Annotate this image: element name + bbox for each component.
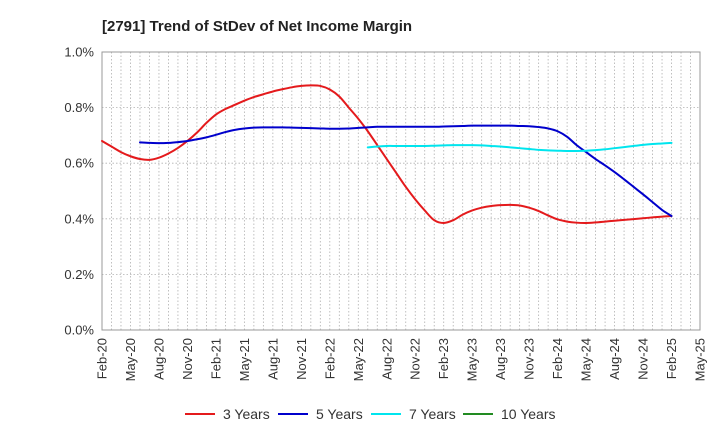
x-tick-label: May-24 <box>579 338 594 381</box>
x-tick-label: Aug-20 <box>151 338 166 380</box>
plot-frame <box>101 51 701 331</box>
y-tick-label: 0.8% <box>64 100 94 115</box>
x-tick-label: Nov-24 <box>636 338 651 380</box>
x-tick-label: Nov-23 <box>522 338 537 380</box>
y-tick-label: 0.6% <box>64 156 94 171</box>
legend-label-7-years: 7 Years <box>409 406 456 422</box>
series-line-3-years <box>101 84 673 224</box>
x-tick-label: Feb-22 <box>322 338 337 379</box>
y-tick-label: 1.0% <box>64 45 94 60</box>
legend: 3 Years 5 Years 7 Years 10 Years <box>185 406 556 422</box>
x-tick-label: Feb-20 <box>95 338 110 379</box>
x-tick-label: Aug-21 <box>265 338 280 380</box>
y-tick-label: 0.4% <box>64 211 94 226</box>
x-tick-label: Nov-20 <box>180 338 195 380</box>
x-tick-label: Nov-22 <box>408 338 423 380</box>
x-tick-label: May-20 <box>123 338 138 381</box>
grid-layer <box>101 51 701 331</box>
x-tick-label: Aug-24 <box>607 338 622 380</box>
x-tick-label: May-22 <box>351 338 366 381</box>
legend-label-10-years: 10 Years <box>501 406 556 422</box>
series-line-7-years <box>366 141 673 152</box>
legend-label-5-years: 5 Years <box>316 406 363 422</box>
x-tick-label: Nov-21 <box>294 338 309 380</box>
x-tick-label: Aug-23 <box>493 338 508 380</box>
x-tick-label: May-25 <box>693 338 708 381</box>
x-tick-label: Feb-21 <box>208 338 223 379</box>
x-tick-label: May-23 <box>465 338 480 381</box>
y-tick-label: 0.0% <box>64 323 94 338</box>
series-layer <box>101 84 673 224</box>
x-tick-label: Feb-25 <box>664 338 679 379</box>
x-tick-label: Feb-23 <box>436 338 451 379</box>
axes: 0.0% 0.2% 0.4% 0.6% 0.8% 1.0% Feb-20 May-20 Aug-… <box>64 45 707 382</box>
x-tick-label: May-21 <box>237 338 252 381</box>
legend-label-3-years: 3 Years <box>223 406 270 422</box>
x-tick-label: Aug-22 <box>379 338 394 380</box>
x-tick-label: Feb-24 <box>550 338 565 379</box>
chart-title: [2791] Trend of StDev of Net Income Marg… <box>102 18 412 35</box>
y-tick-label: 0.2% <box>64 267 94 282</box>
plot-area <box>102 52 700 330</box>
